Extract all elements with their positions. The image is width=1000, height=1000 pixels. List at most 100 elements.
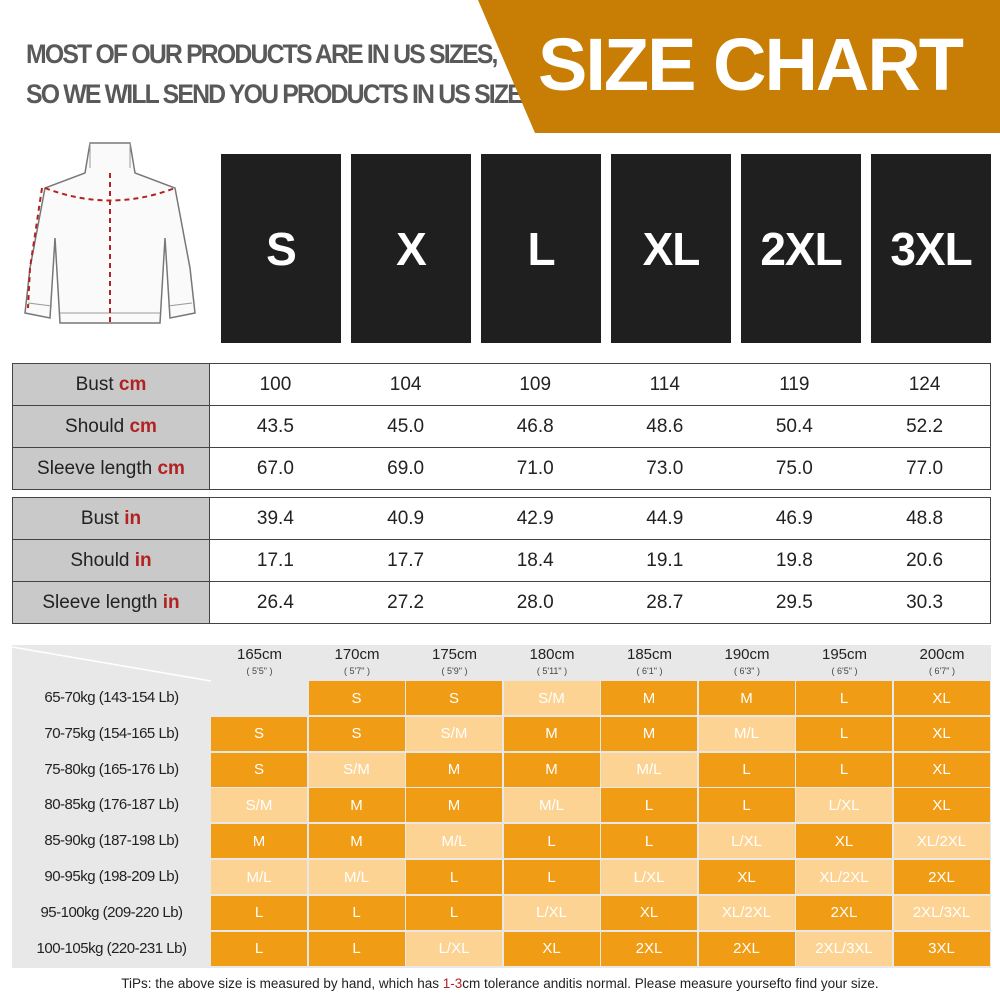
title-banner: SIZE CHART [478, 0, 1000, 133]
size-cell: M/L [503, 788, 600, 823]
size-cell: 2XL [796, 895, 892, 930]
table-cell: 52.2 [859, 405, 992, 448]
height-header: 180cm ( 5'11" ) [504, 647, 601, 679]
table-cell: 26.4 [209, 581, 341, 624]
size-cell: M [406, 788, 502, 823]
size-cell: L/XL [698, 824, 795, 859]
height-header: 165cm ( 5'5" ) [211, 647, 308, 679]
size-header-XL: XL [611, 154, 731, 343]
size-cell: 2XL [698, 931, 795, 966]
height-header: 170cm ( 5'7" ) [309, 647, 406, 679]
size-cell: L [308, 931, 405, 966]
size-cell: S [211, 752, 307, 787]
size-cell: 2XL [893, 860, 990, 894]
height-cm: 165cm [236, 646, 283, 663]
table-cell: 67.0 [209, 447, 341, 490]
size-cell: L [503, 860, 600, 894]
table-cell: 48.6 [599, 405, 730, 448]
height-cm: 195cm [821, 646, 868, 663]
label-text: Bust [80, 507, 119, 529]
table-row: Should in 17.1 17.7 18.4 19.1 19.8 20.6 [12, 539, 992, 582]
label-text: Bust [75, 373, 114, 395]
size-cell: M/L [601, 752, 697, 787]
size-cell: L [601, 824, 697, 859]
height-header: 175cm ( 5'9" ) [406, 647, 503, 679]
size-cell: XL/2XL [796, 860, 892, 894]
size-cell: M/L [406, 824, 502, 859]
table-cell: 48.8 [859, 497, 992, 540]
table-cell: 50.4 [729, 405, 860, 448]
size-header-S: S [221, 154, 341, 343]
unit-label: cm [157, 457, 185, 479]
size-cell: L [211, 895, 307, 930]
weight-label: 85-90kg (187-198 Lb) [44, 832, 179, 850]
unit-label: in [124, 507, 142, 529]
table-cell: 46.8 [470, 405, 600, 448]
row-label: Should in [12, 539, 210, 582]
size-cell: M [601, 716, 697, 751]
size-header-L: L [481, 154, 601, 343]
size-cell: M [211, 824, 307, 859]
size-cell: M/L [211, 860, 307, 894]
row-label: Should cm [12, 405, 210, 448]
height-cm: 175cm [431, 646, 478, 663]
weight-label: 80-85kg (176-187 Lb) [44, 796, 179, 814]
height-ft: ( 6'1" ) [636, 666, 663, 676]
label-text: Sleeve length [37, 457, 153, 479]
size-cell: M [698, 681, 795, 715]
tip-text: TiPs: the above size is measured by hand… [121, 976, 879, 991]
size-cell: 2XL/3XL [796, 931, 892, 966]
table-cell: 43.5 [209, 405, 341, 448]
table-cell: 109 [470, 363, 600, 406]
height-weight-size-grid: 165cm( 5'5" ) 170cm( 5'7" ) 175cm( 5'9" ) 1… [12, 645, 991, 968]
size-cell: XL [893, 788, 990, 823]
height-ft: ( 5'11" ) [536, 666, 568, 676]
table-row: Bust in 39.4 40.9 42.9 44.9 46.9 48.8 [12, 497, 992, 540]
table-row: Sleeve length cm 67.0 69.0 71.0 73.0 75.0 77.0 [12, 447, 992, 490]
table-cell: 40.9 [340, 497, 471, 540]
size-cell: L [308, 895, 405, 930]
height-cm: 180cm [529, 646, 575, 663]
size-cell: S/M [308, 752, 405, 787]
table-cell: 119 [729, 363, 860, 406]
table-row: Sleeve length in 26.4 27.2 28.0 28.7 29.5 30.3 [12, 581, 992, 624]
size-cell: 2XL [601, 931, 697, 966]
table-cell: 28.7 [599, 581, 730, 624]
size-cell: L [796, 716, 892, 751]
height-header: 185cm ( 6'1" ) [601, 647, 698, 679]
size-cell: L [796, 752, 892, 787]
table-cell: 30.3 [859, 581, 992, 624]
height-header: 190cm ( 6'3" ) [699, 647, 796, 679]
height-cm: 185cm [626, 646, 673, 663]
size-cell: M/L [308, 860, 405, 894]
table-cell: 28.0 [470, 581, 600, 624]
weight-label: 75-80kg (165-176 Lb) [44, 760, 179, 778]
size-cell [211, 681, 307, 715]
height-cm: 200cm [919, 646, 965, 663]
size-cell: XL [503, 931, 600, 966]
row-label: Sleeve length in [12, 581, 210, 624]
table-cell: 100 [209, 363, 341, 406]
size-cell: L/XL [406, 931, 502, 966]
size-cell: XL [893, 681, 990, 715]
size-cell: XL/2XL [698, 895, 795, 930]
size-cell: XL/2XL [893, 824, 990, 859]
height-ft: ( 5'5" ) [246, 666, 273, 676]
size-cell: L [503, 824, 600, 859]
table-cell: 69.0 [340, 447, 471, 490]
table-cell: 19.8 [729, 539, 860, 582]
size-cell: XL [698, 860, 795, 894]
size-cell: L/XL [796, 788, 892, 823]
size-header-3XL: 3XL [871, 154, 991, 343]
row-label: Sleeve length cm [12, 447, 210, 490]
cm-measurement-table: Bust cm 100 104 109 114 119 124 Should cm 43.5 45… [12, 363, 992, 490]
table-cell: 46.9 [729, 497, 860, 540]
table-cell: 19.1 [599, 539, 730, 582]
size-cell: L [796, 681, 892, 715]
weight-label: 95-100kg (209-220 Lb) [40, 903, 183, 921]
weight-label: 70-75kg (154-165 Lb) [44, 724, 179, 742]
size-cell: L/XL [601, 860, 697, 894]
size-cell: L/XL [503, 895, 600, 930]
table-cell: 104 [340, 363, 471, 406]
weight-label: 65-70kg (143-154 Lb) [44, 689, 179, 706]
